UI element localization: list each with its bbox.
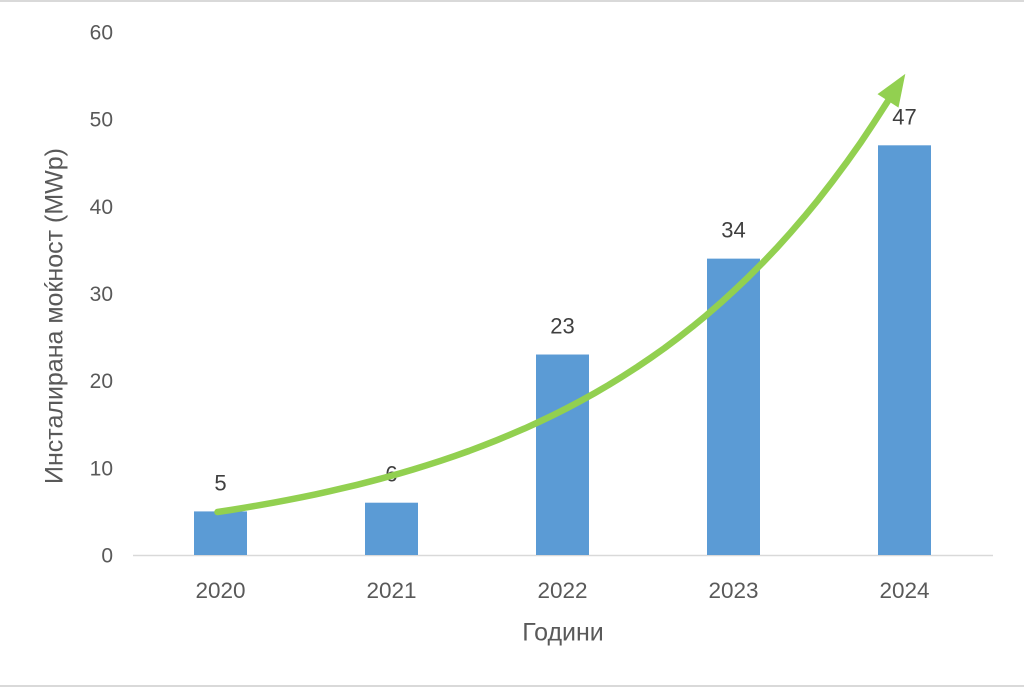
bar-value-label: 23 [550, 314, 574, 339]
y-axis-title: Инсталирана моќност (MWp) [40, 148, 69, 484]
x-tick-label: 2021 [366, 578, 416, 603]
y-tick-label: 20 [90, 370, 113, 393]
y-tick-label: 30 [90, 283, 113, 306]
bar-2022 [536, 354, 589, 555]
x-tick-label: 2022 [537, 578, 587, 603]
bar-value-label: 47 [892, 104, 916, 129]
y-tick-label: 50 [90, 109, 113, 132]
x-tick-label: 2024 [879, 578, 929, 603]
bar-2024 [878, 145, 931, 556]
top-border-line [0, 0, 1024, 2]
bar-value-label: 5 [214, 470, 226, 495]
bar-2023 [707, 258, 760, 555]
x-tick-label: 2020 [195, 578, 245, 603]
bottom-border-line [0, 685, 1024, 687]
bar-value-label: 34 [721, 218, 745, 243]
growth-trend-curve [214, 97, 892, 516]
y-tick-label: 10 [90, 457, 113, 480]
y-tick-label: 40 [90, 196, 113, 219]
y-tick-label: 60 [90, 22, 113, 45]
y-tick-label: 0 [101, 545, 113, 568]
trend-arrowhead-icon [877, 73, 906, 108]
bar-2020 [194, 511, 247, 555]
x-axis-title: Години [522, 618, 604, 647]
bar-2021 [365, 502, 418, 555]
x-tick-label: 2023 [708, 578, 758, 603]
